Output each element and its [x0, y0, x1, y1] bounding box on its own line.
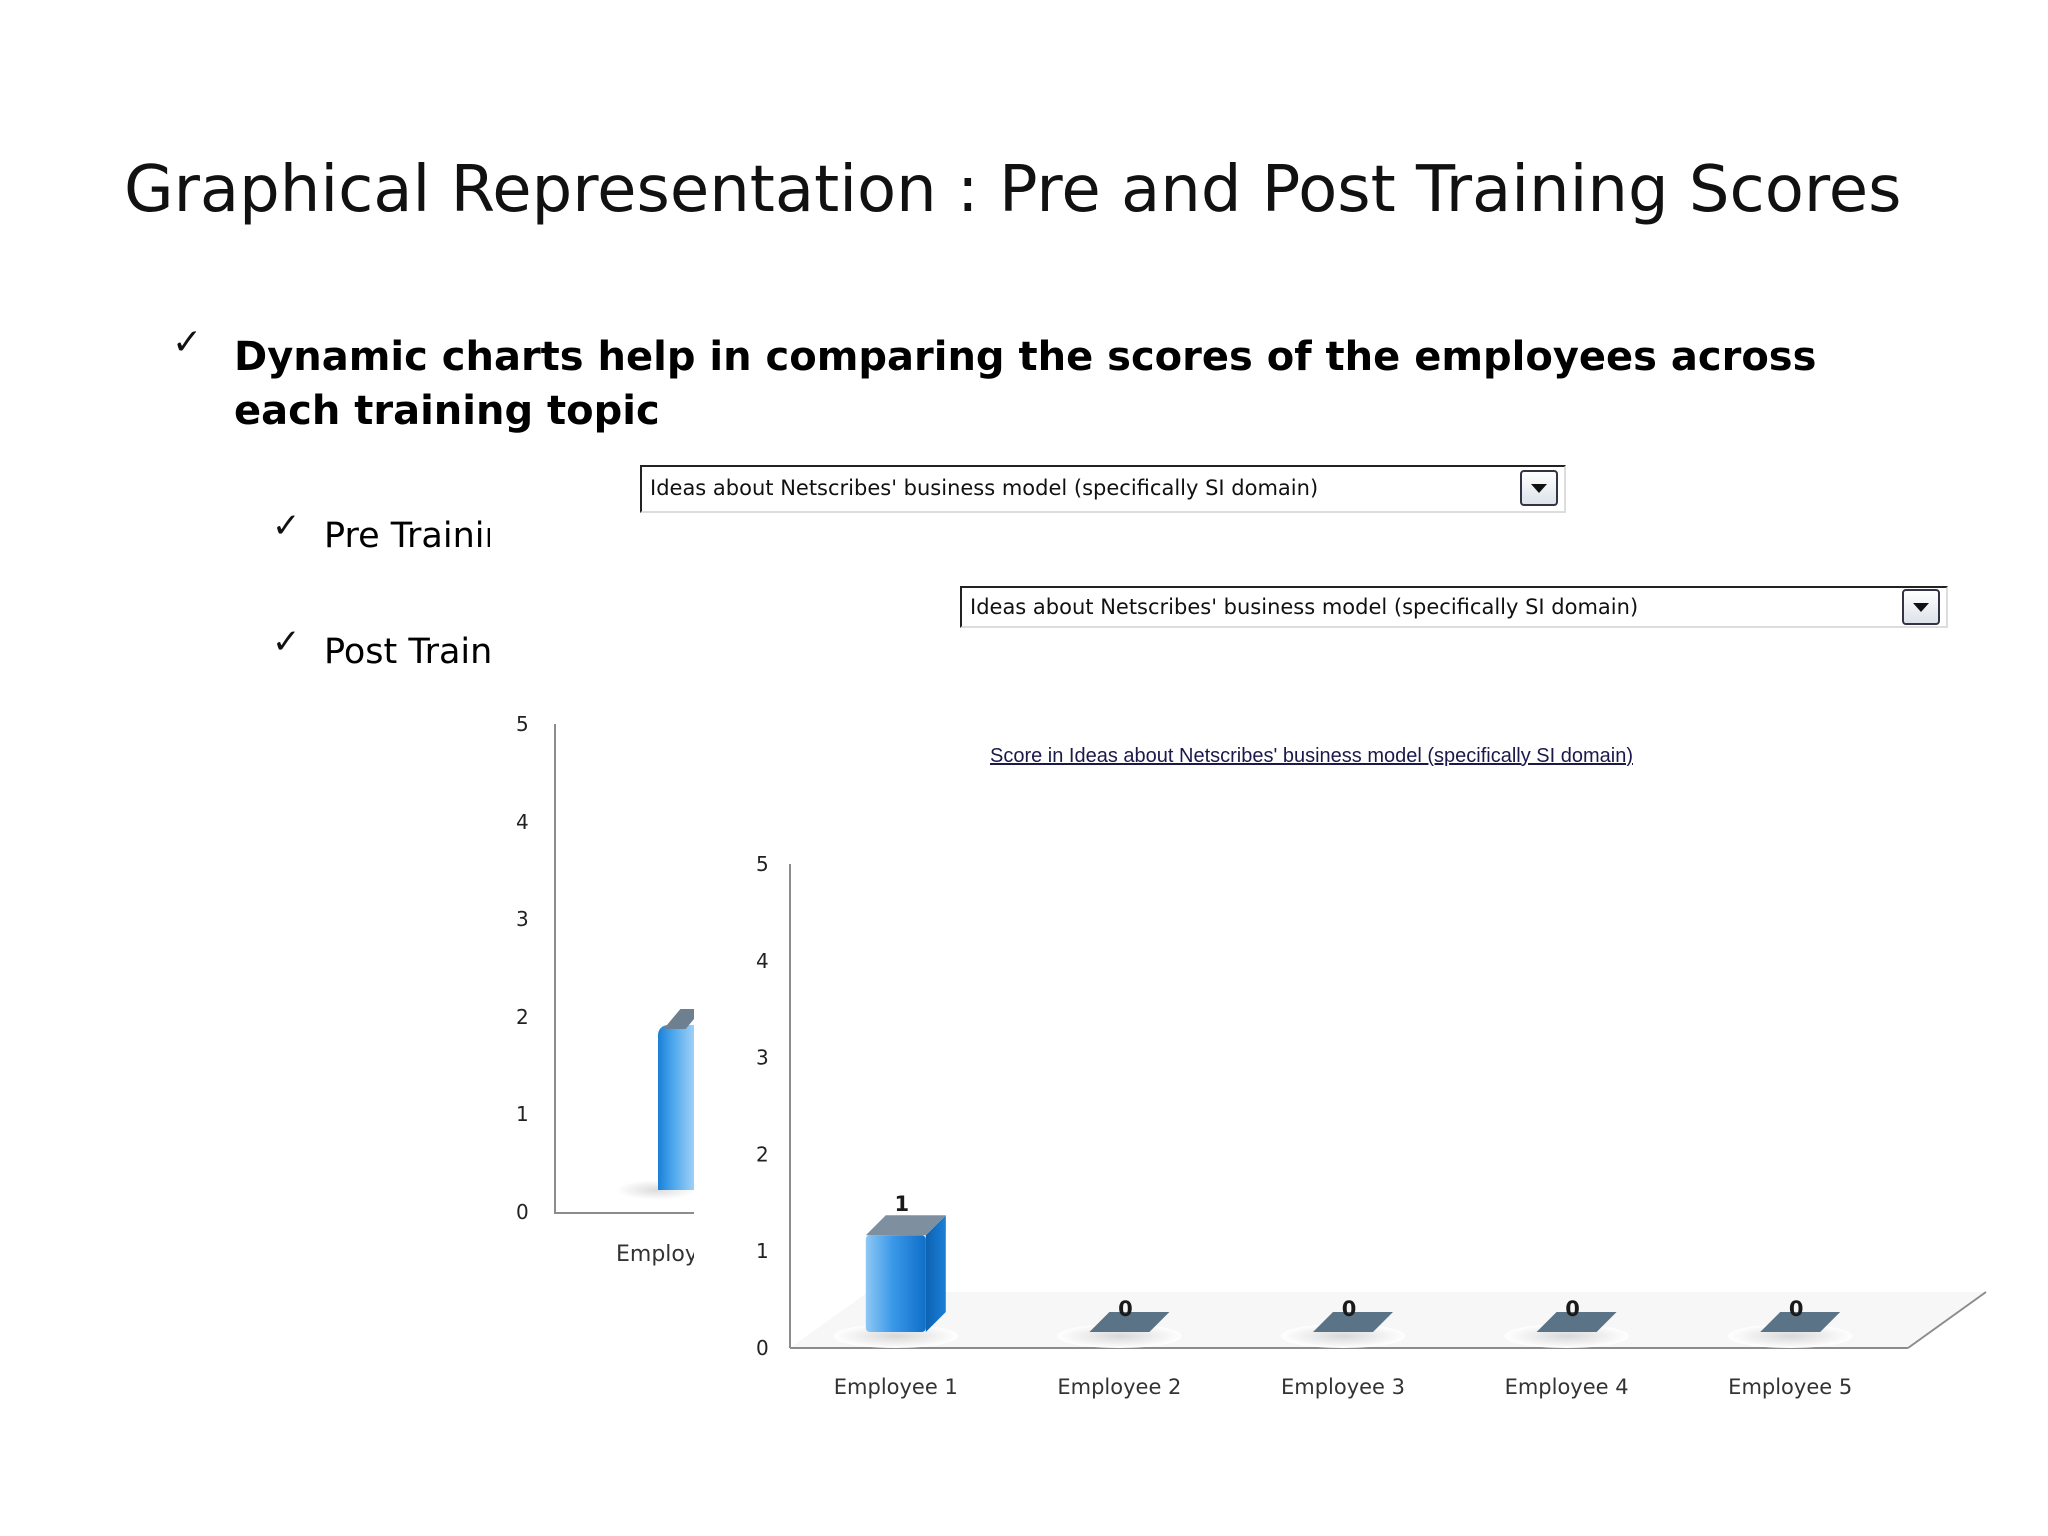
pre-training-dropdown-button[interactable]	[1520, 470, 1558, 506]
pre-chart-y-tick: 3	[516, 907, 529, 932]
post-training-dropdown-button[interactable]	[1902, 589, 1940, 625]
pre-chart-category-label: Employee 1	[616, 1242, 694, 1267]
y-tick-label: 4	[756, 949, 769, 973]
post-training-topic-value: Ideas about Netscribes' business model (…	[970, 595, 1639, 619]
x-tick-label: Employee 1	[834, 1375, 958, 1399]
pre-chart-bar	[658, 1024, 694, 1190]
bar-top	[865, 1215, 946, 1236]
bar	[1089, 1312, 1170, 1332]
pre-chart-y-tick: 2	[516, 1004, 529, 1029]
bar-side	[925, 1215, 946, 1332]
sub-bullet-post-training: Post Training Scores	[324, 632, 492, 672]
sub-bullet-pre-training: Pre Training Scores	[324, 516, 490, 556]
post-training-topic-select[interactable]: Ideas about Netscribes' business model (…	[960, 586, 1948, 628]
y-tick-label: 5	[756, 852, 769, 876]
x-tick-label: Employee 3	[1281, 1375, 1405, 1399]
pre-chart-x-axis	[554, 1212, 694, 1214]
data-label: 0	[1342, 1297, 1357, 1321]
data-label: 0	[1565, 1297, 1580, 1321]
checkmark-icon: ✓	[172, 322, 203, 363]
x-tick-label: Employee 4	[1505, 1375, 1629, 1399]
y-tick-label: 2	[756, 1142, 769, 1166]
post-chart-svg: 0 1 2 3 4 5 1 Employee 1 0 Employee 2 0 Employee 3 0…	[756, 745, 1987, 1399]
floor-edge-line	[1907, 1291, 1987, 1349]
x-tick-label: Employee 5	[1728, 1375, 1852, 1399]
pre-chart-y-tick: 4	[516, 809, 529, 834]
pre-chart-y-tick: 5	[516, 712, 529, 736]
data-label: 0	[1789, 1297, 1804, 1321]
data-label: 1	[894, 1192, 909, 1216]
main-bullet-text: Dynamic charts help in comparing the sco…	[234, 334, 1817, 434]
y-tick-label: 3	[756, 1046, 769, 1070]
pre-chart-y-axis	[554, 724, 556, 1214]
pre-chart-y-tick: 1	[516, 1102, 529, 1127]
bar	[1536, 1312, 1617, 1332]
x-tick-label: Employee 2	[1057, 1375, 1181, 1399]
checkmark-icon: ✓	[272, 622, 301, 662]
y-tick-label: 1	[756, 1239, 769, 1263]
pre-chart-y-tick: 0	[516, 1200, 529, 1224]
data-label: 0	[1118, 1297, 1133, 1321]
checkmark-icon: ✓	[272, 506, 301, 546]
pre-training-chart: 0 1 2 3 4 5 Employee 1	[496, 700, 703, 1280]
bar	[1760, 1312, 1841, 1332]
y-tick-label: 0	[756, 1336, 769, 1360]
slide-title: Graphical Representation : Pre and Post …	[124, 153, 1902, 227]
chevron-down-icon	[1531, 484, 1547, 493]
bar	[1313, 1312, 1393, 1332]
pre-training-topic-select[interactable]: Ideas about Netscribes' business model (…	[640, 465, 1566, 513]
bar	[865, 1235, 926, 1332]
chart-title: Score in Ideas about Netscribes' busines…	[990, 745, 1633, 767]
post-training-chart: 0 1 2 3 4 5 1 Employee 1 0 Employee 2 0 Employee 3 0…	[694, 668, 2048, 1488]
pre-training-topic-value: Ideas about Netscribes' business model (…	[650, 476, 1319, 500]
chevron-down-icon	[1913, 603, 1929, 612]
